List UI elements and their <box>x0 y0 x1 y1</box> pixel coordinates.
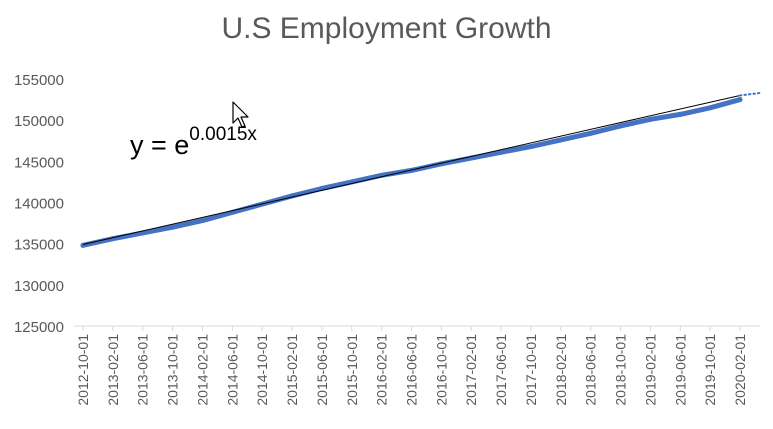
y-tick-label: 145000 <box>14 154 64 171</box>
y-tick-label: 150000 <box>14 113 64 130</box>
x-tick-label: 2015-10-01 <box>344 334 360 406</box>
x-tick-label: 2013-02-01 <box>105 334 121 406</box>
chart-title: U.S Employment Growth <box>221 12 552 45</box>
x-tick-label: 2016-10-01 <box>433 334 449 406</box>
x-tick-label: 2018-02-01 <box>553 334 569 406</box>
data-point <box>737 97 743 103</box>
x-tick-label: 2015-06-01 <box>314 334 330 406</box>
x-tick-label: 2015-02-01 <box>284 334 300 406</box>
trendline-equation: y = e0.0015x <box>130 124 257 161</box>
x-tick-label: 2013-06-01 <box>135 334 151 406</box>
x-tick-label: 2014-06-01 <box>224 334 240 406</box>
y-tick-label: 155000 <box>14 72 64 89</box>
data-point <box>199 218 205 224</box>
data-point <box>498 149 504 155</box>
x-tick-label: 2016-02-01 <box>374 334 390 406</box>
x-tick-label: 2012-10-01 <box>75 334 91 406</box>
x-tick-label: 2017-02-01 <box>463 334 479 406</box>
data-point <box>528 144 534 150</box>
data-point <box>647 116 653 122</box>
x-tick-label: 2016-06-01 <box>404 334 420 406</box>
data-point <box>170 224 176 230</box>
x-tick-label: 2013-10-01 <box>165 334 181 406</box>
x-tick-label: 2014-02-01 <box>194 334 210 406</box>
y-tick-label: 140000 <box>14 196 64 213</box>
x-tick-label: 2019-02-01 <box>642 334 658 406</box>
mouse-cursor-icon <box>232 101 249 128</box>
x-tick-label: 2018-06-01 <box>583 334 599 406</box>
data-point <box>558 137 564 143</box>
data-point <box>707 105 713 111</box>
equation-exponent: 0.0015x <box>189 124 257 145</box>
x-tick-label: 2020-02-01 <box>732 334 748 406</box>
data-point <box>618 123 624 129</box>
x-tick-label: 2018-10-01 <box>613 334 629 406</box>
y-tick-label: 135000 <box>14 237 64 254</box>
y-tick-label: 130000 <box>14 278 64 295</box>
x-tick-label: 2017-06-01 <box>493 334 509 406</box>
x-tick-label: 2014-10-01 <box>254 334 270 406</box>
x-tick-label: 2017-10-01 <box>523 334 539 406</box>
y-tick-label: 125000 <box>14 319 64 336</box>
data-point <box>588 130 594 136</box>
trendline-forecast <box>739 91 761 97</box>
equation-base: y = e <box>130 130 190 160</box>
x-tick-label: 2019-10-01 <box>702 334 718 406</box>
trendline <box>82 94 741 245</box>
data-point <box>677 111 683 117</box>
x-tick-label: 2019-06-01 <box>672 334 688 406</box>
data-point <box>80 242 86 248</box>
